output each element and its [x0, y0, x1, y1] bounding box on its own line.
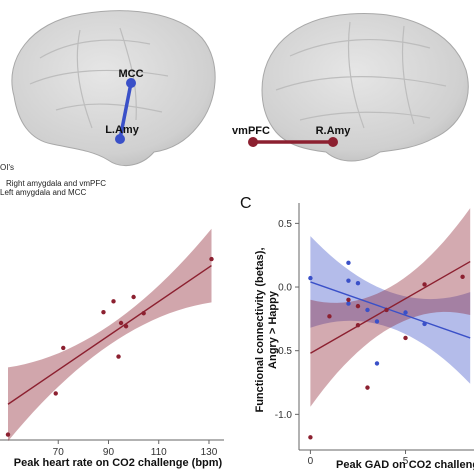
- chart1-point-10: [209, 256, 214, 262]
- chart2-series0-point-4: [355, 281, 361, 286]
- chart2-y-tick-label-1: 0.0: [278, 283, 292, 294]
- chart2-series0-point-10: [422, 321, 427, 327]
- mcc-lamy-connection: [118, 82, 133, 140]
- chart2-series0-point-3: [346, 301, 351, 306]
- chart2-y-tick-label-0: 0.5: [278, 219, 292, 230]
- chart2-series0-point-1: [346, 278, 351, 283]
- right-brain-shape: [261, 13, 469, 162]
- chart1-point-3: [101, 309, 106, 315]
- chart2-series1-point-4: [355, 303, 361, 309]
- chart2-series1-point-1: [327, 314, 332, 319]
- mcc-label: MCC: [118, 68, 143, 80]
- chart2-series0-point-0: [308, 275, 313, 281]
- chart1-point-5: [116, 354, 121, 359]
- chart1-regression-line: [7, 265, 212, 405]
- left-brain-gyri: [29, 27, 169, 129]
- chart2-series0-point-6: [374, 361, 380, 366]
- chart1-point-7: [123, 324, 129, 329]
- chart2-series1-point-6: [384, 307, 389, 313]
- chart1-point-4: [111, 299, 116, 304]
- chart1-x-tick-label-3: 130: [201, 447, 218, 458]
- legend: OI's Right amygdala and vmPFC Left amygd…: [0, 163, 106, 197]
- chart2-series0-point-7: [374, 319, 380, 324]
- ramy-label: R.Amy: [316, 125, 352, 137]
- chart2-series0-point-2: [346, 260, 351, 266]
- chart2-y-tick-label-2: -0.5: [275, 346, 293, 357]
- chart1-fit-line: [7, 265, 212, 405]
- chart1-x-tick-label-2: 110: [151, 447, 167, 458]
- lamy-node: [115, 134, 125, 144]
- right-hemisphere: [261, 13, 469, 162]
- legend-title: OI's: [0, 163, 14, 172]
- chart1-point-1: [53, 391, 58, 396]
- left-hemisphere: [11, 10, 216, 167]
- vmpfc-node: [248, 137, 258, 147]
- chart2-series1-point-2: [346, 297, 351, 302]
- panel-c-letter: C: [240, 195, 252, 212]
- chart2-regression-line-1: [310, 260, 471, 354]
- chart1-point-9: [141, 311, 146, 316]
- right-brain-gyri: [275, 21, 447, 129]
- chart2-x-tick-label-0: 0: [308, 456, 314, 467]
- chart2-x-axis-title: Peak GAD on CO2 challeng: [336, 459, 474, 471]
- chart2-series1-point-9: [460, 274, 465, 280]
- chart1-x-axis-title: Peak heart rate on CO2 challenge (bpm): [14, 457, 223, 469]
- ramy-node: [328, 137, 338, 147]
- chart2-y-ticks: 0.5 0.0 -0.5 -1.0: [275, 219, 299, 421]
- chart2-series1-point-5: [365, 385, 370, 390]
- mcc-node: [126, 78, 136, 88]
- chart2-series1-point-8: [422, 282, 427, 287]
- chart2-y-axis-title-line1: Functional connectivity (betas),: [254, 247, 266, 412]
- chart2-fit-lines: [310, 260, 471, 354]
- vmpfc-label: vmPFC: [232, 125, 270, 137]
- chart1-point-8: [131, 294, 136, 300]
- chart2-series1-point-0: [308, 435, 313, 440]
- chart2-regression-line-0: [310, 281, 471, 339]
- chart2-series0-point-9: [403, 310, 408, 315]
- legend-item-left-amygdala-mcc: Left amygdala and MCC: [0, 188, 86, 197]
- legend-item-right-amygdala-vmpfc: Right amygdala and vmPFC: [6, 179, 106, 188]
- chart1-point-0: [5, 432, 11, 437]
- left-brain-shape: [11, 10, 216, 167]
- heart-rate-chart: 70 90 110 130 Peak heart rate on CO2 challe…: [0, 228, 224, 469]
- chart1-point-6: [118, 320, 124, 326]
- chart1-x-ticks: 70 90 110 130: [53, 440, 218, 458]
- chart2-y-tick-label-3: -1.0: [275, 410, 293, 421]
- chart1-point-2: [61, 345, 66, 351]
- chart2-x-tick-label-1: 5: [403, 456, 409, 467]
- chart2-series1-point-3: [355, 323, 361, 328]
- chart1-x-tick-label-0: 70: [53, 447, 65, 458]
- chart1-x-tick-label-1: 90: [103, 447, 115, 458]
- lamy-label: L.Amy: [105, 124, 140, 136]
- chart2-series1-point-7: [403, 335, 408, 341]
- chart1-points: [5, 256, 214, 437]
- chart2-points: [308, 260, 465, 440]
- chart2-y-axis-title-line2: Angry > Happy: [267, 290, 279, 369]
- chart2-series0-point-5: [365, 307, 370, 313]
